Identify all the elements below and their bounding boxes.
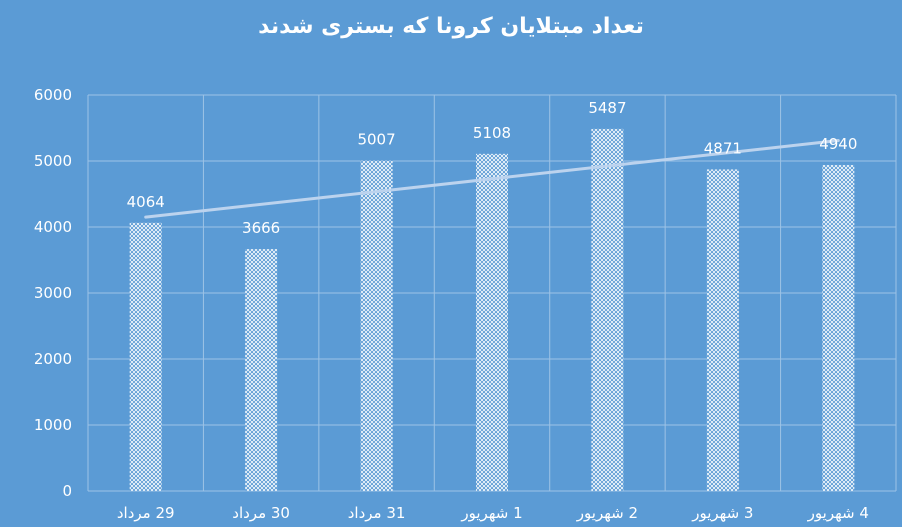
x-tick-label: 30 مرداد xyxy=(232,504,290,522)
x-tick-label: 31 مرداد xyxy=(348,504,406,522)
x-tick-label: 3 شهریور xyxy=(691,504,753,522)
bar xyxy=(360,160,393,491)
labels-layer: 0 1000 2000 3000 4000 5000 6000 4064 29 مرداد 366… xyxy=(34,86,869,522)
data-label: 5108 xyxy=(473,124,511,142)
y-tick-label: 4000 xyxy=(34,218,72,236)
y-tick-label: 6000 xyxy=(34,86,72,104)
bar xyxy=(706,169,739,491)
x-tick-label: 1 شهریور xyxy=(460,504,522,522)
trendline xyxy=(144,139,840,219)
bar xyxy=(822,164,855,491)
x-tick-label: 2 شهریور xyxy=(576,504,638,522)
y-tick-label: 1000 xyxy=(34,416,72,434)
y-tick-label: 3000 xyxy=(34,284,72,302)
bar xyxy=(129,222,162,491)
data-label: 4064 xyxy=(127,193,165,211)
data-label: 5007 xyxy=(357,131,395,149)
y-tick-label: 5000 xyxy=(34,152,72,170)
chart-title: تعداد مبتلایان کرونا که بستری شدند xyxy=(258,14,644,39)
bar xyxy=(476,153,508,491)
x-tick-label: 29 مرداد xyxy=(117,504,175,522)
x-tick-label: 4 شهریور xyxy=(807,504,869,522)
bar xyxy=(591,128,624,491)
data-label: 5487 xyxy=(588,99,626,117)
data-label: 3666 xyxy=(242,219,280,237)
trendline-layer xyxy=(144,139,840,219)
data-label: 4940 xyxy=(819,135,857,153)
bars-layer xyxy=(129,128,855,491)
bar xyxy=(245,249,278,491)
data-label: 4871 xyxy=(704,140,742,158)
y-tick-label: 2000 xyxy=(34,350,72,368)
y-tick-label: 0 xyxy=(62,482,72,500)
